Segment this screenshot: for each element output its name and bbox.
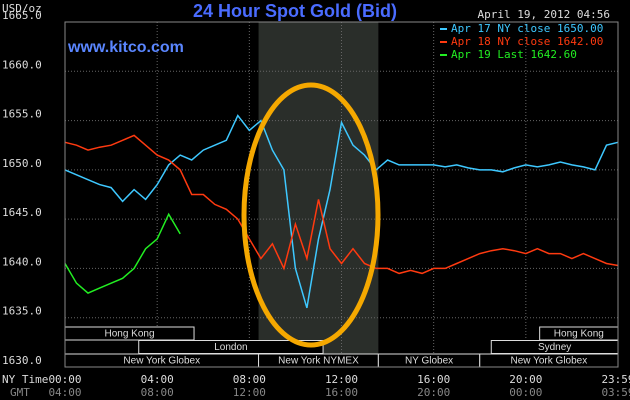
session-shade	[258, 22, 379, 367]
x2-tick-label: 00:00	[509, 386, 542, 399]
legend-entry: Apr 19 Last 1642.60	[451, 48, 577, 61]
session-label: London	[214, 342, 247, 353]
y-tick-label: 1650.0	[2, 157, 42, 170]
session-label: New York Globex	[123, 356, 200, 367]
session-label: Hong Kong	[104, 329, 154, 340]
timestamp: April 19, 2012 04:56	[478, 8, 610, 21]
x-tick-label: 12:00	[325, 373, 358, 386]
x-tick-label: 16:00	[417, 373, 450, 386]
x2-tick-label: 12:00	[233, 386, 266, 399]
session-label: Hong Kong	[554, 329, 604, 340]
y-tick-label: 1640.0	[2, 255, 42, 268]
session-label: New York Globex	[511, 356, 588, 367]
series-line	[64, 114, 619, 309]
x-tick-label: 08:00	[233, 373, 266, 386]
legend-entry: Apr 18 NY close 1642.00	[451, 35, 603, 48]
y-tick-label: 1660.0	[2, 58, 42, 71]
series-line	[64, 134, 619, 275]
session-label: NY Globex	[405, 356, 453, 367]
series-line	[64, 212, 181, 294]
y-tick-label: 1655.0	[2, 108, 42, 121]
x2-tick-label: 04:00	[48, 386, 81, 399]
x-tick-label: 20:00	[509, 373, 542, 386]
x2-axis-label: GMT	[10, 386, 30, 399]
x-tick-label: 23:59	[601, 373, 630, 386]
y-tick-label: 1630.0	[2, 354, 42, 367]
x2-tick-label: 20:00	[417, 386, 450, 399]
y-axis-label: USD/oz	[2, 2, 42, 15]
legend-entry: Apr 17 NY close 1650.00	[451, 22, 603, 35]
highlight-ellipse	[241, 82, 381, 348]
x-tick-label: 04:00	[141, 373, 174, 386]
y-tick-label: 1645.0	[2, 206, 42, 219]
plot-frame	[64, 21, 619, 368]
x-tick-label: 00:00	[48, 373, 81, 386]
chart-title: 24 Hour Spot Gold (Bid)	[193, 1, 397, 21]
x-axis-label: NY Time	[2, 373, 48, 386]
x2-tick-label: 16:00	[325, 386, 358, 399]
y-tick-label: 1635.0	[2, 305, 42, 318]
x2-tick-label: 08:00	[141, 386, 174, 399]
site-annotation: www.kitco.com	[67, 39, 184, 56]
x2-tick-label: 03:59	[601, 386, 630, 399]
y-tick-label: 1665.0	[2, 9, 42, 22]
session-label: Sydney	[538, 342, 571, 353]
session-label: New York NYMEX	[278, 356, 359, 367]
